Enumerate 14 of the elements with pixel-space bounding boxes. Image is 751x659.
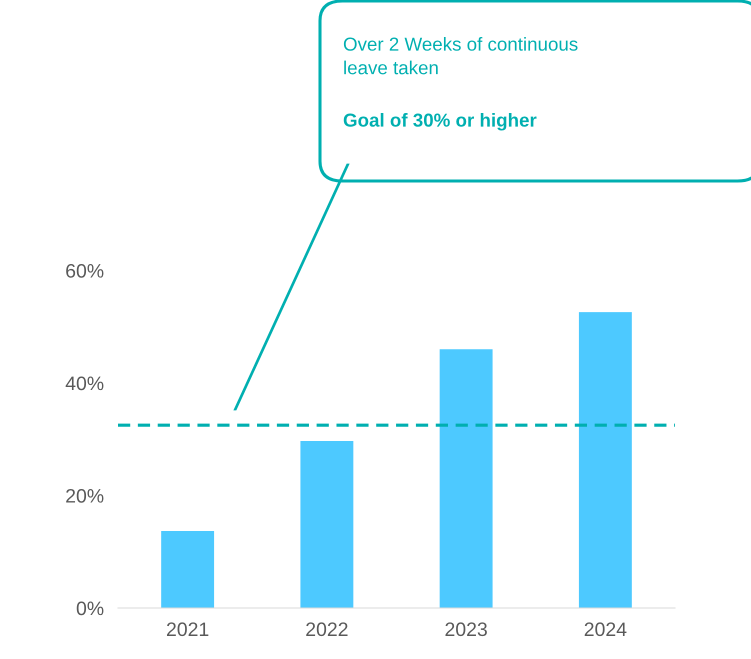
x-tick-label: 2021: [166, 622, 208, 636]
bar: [440, 349, 493, 608]
bar: [578, 312, 632, 608]
x-tick-label: 2024: [584, 622, 626, 636]
x-tick-label: 2022: [306, 622, 348, 636]
y-tick-label: 20%: [66, 488, 104, 503]
y-tick-label: 60%: [66, 264, 104, 278]
bar: [161, 530, 214, 608]
text: Goal of 30% or higher: [344, 113, 536, 131]
x-tick-label: 2023: [445, 622, 487, 636]
text: Over 2 Weeks of continuous leave taken: [344, 37, 578, 74]
y-tick-label: 40%: [66, 376, 104, 390]
y-tick-label: 0%: [76, 601, 104, 616]
bar: [300, 440, 354, 608]
